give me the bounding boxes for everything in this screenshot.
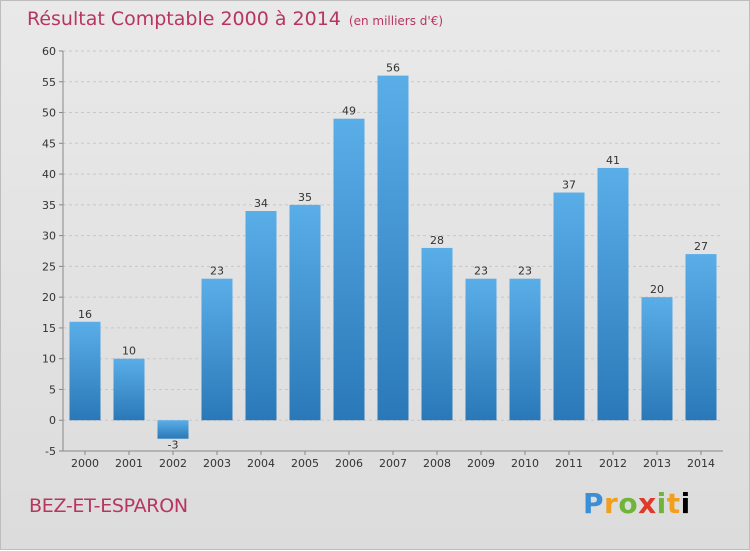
y-tick-label: 50 xyxy=(42,107,56,120)
x-tick-label: 2006 xyxy=(335,457,363,470)
data-label: 37 xyxy=(562,179,576,192)
bar-2012 xyxy=(597,167,629,421)
bar-2003 xyxy=(201,278,233,421)
data-label: 49 xyxy=(342,105,356,118)
x-tick-label: 2004 xyxy=(247,457,275,470)
bar-2004 xyxy=(245,211,277,421)
data-label: 34 xyxy=(254,197,268,210)
y-tick-label: 60 xyxy=(42,45,56,58)
y-tick-label: 25 xyxy=(42,260,56,273)
bars xyxy=(69,75,717,439)
x-tick-label: 2007 xyxy=(379,457,407,470)
bar-2009 xyxy=(465,278,497,421)
data-label: 41 xyxy=(606,154,620,167)
bar-2008 xyxy=(421,247,453,421)
y-tick-label: 30 xyxy=(42,230,56,243)
proxiti-logo[interactable]: Proxiti xyxy=(583,487,691,520)
x-tick-label: 2013 xyxy=(643,457,671,470)
bar-2006 xyxy=(333,118,365,421)
data-label: 20 xyxy=(650,283,664,296)
axes: -5 0 5 10 15 20 25 30 35 40 45 50 55 60 2000 2001 2002 20… xyxy=(42,45,723,470)
data-label: 35 xyxy=(298,191,312,204)
bar-2010 xyxy=(509,278,541,421)
commune-name: BEZ-ET-ESPARON xyxy=(29,495,188,517)
x-tick-label: 2011 xyxy=(555,457,583,470)
x-tick-label: 2003 xyxy=(203,457,231,470)
chart-subtitle: (en milliers d'€) xyxy=(348,14,444,28)
y-tick-label: 55 xyxy=(42,76,56,89)
x-tick-label: 2002 xyxy=(159,457,187,470)
bar-2011 xyxy=(553,192,585,421)
y-tick-label: 20 xyxy=(42,291,56,304)
bar-2000 xyxy=(69,321,101,421)
bar-2014 xyxy=(685,254,717,421)
y-tick-label: 10 xyxy=(42,353,56,366)
x-tick-label: 2014 xyxy=(687,457,715,470)
y-tick-label: 45 xyxy=(42,137,56,150)
data-label: 23 xyxy=(210,265,224,278)
data-label: 10 xyxy=(122,345,136,358)
data-label: 23 xyxy=(518,265,532,278)
x-tick-label: 2001 xyxy=(115,457,143,470)
data-labels: 16 10 -3 23 34 35 49 56 28 23 23 37 41 20 27 xyxy=(78,62,708,452)
y-tick-label: 5 xyxy=(49,383,56,396)
y-tick-label: -5 xyxy=(45,445,56,458)
bar-2005 xyxy=(289,204,321,421)
y-tick-label: 35 xyxy=(42,199,56,212)
data-label: 16 xyxy=(78,308,92,321)
y-tick-label: 15 xyxy=(42,322,56,335)
data-label: 27 xyxy=(694,240,708,253)
data-label: -3 xyxy=(168,439,179,452)
bar-2007 xyxy=(377,75,409,421)
chart-title: Résultat Comptable 2000 à 2014 xyxy=(27,8,341,30)
y-tick-label: 0 xyxy=(49,414,56,427)
x-tick-label: 2008 xyxy=(423,457,451,470)
bar-2013 xyxy=(641,297,673,421)
x-tick-label: 2010 xyxy=(511,457,539,470)
x-tick-label: 2005 xyxy=(291,457,319,470)
bar-2001 xyxy=(113,358,145,421)
chart-title-block: Résultat Comptable 2000 à 2014 (en millie… xyxy=(27,8,443,30)
data-label: 56 xyxy=(386,62,400,75)
data-label: 28 xyxy=(430,234,444,247)
x-tick-label: 2009 xyxy=(467,457,495,470)
bar-2002 xyxy=(157,420,189,439)
data-label: 23 xyxy=(474,265,488,278)
y-tick-label: 40 xyxy=(42,168,56,181)
x-tick-label: 2000 xyxy=(71,457,99,470)
x-tick-label: 2012 xyxy=(599,457,627,470)
